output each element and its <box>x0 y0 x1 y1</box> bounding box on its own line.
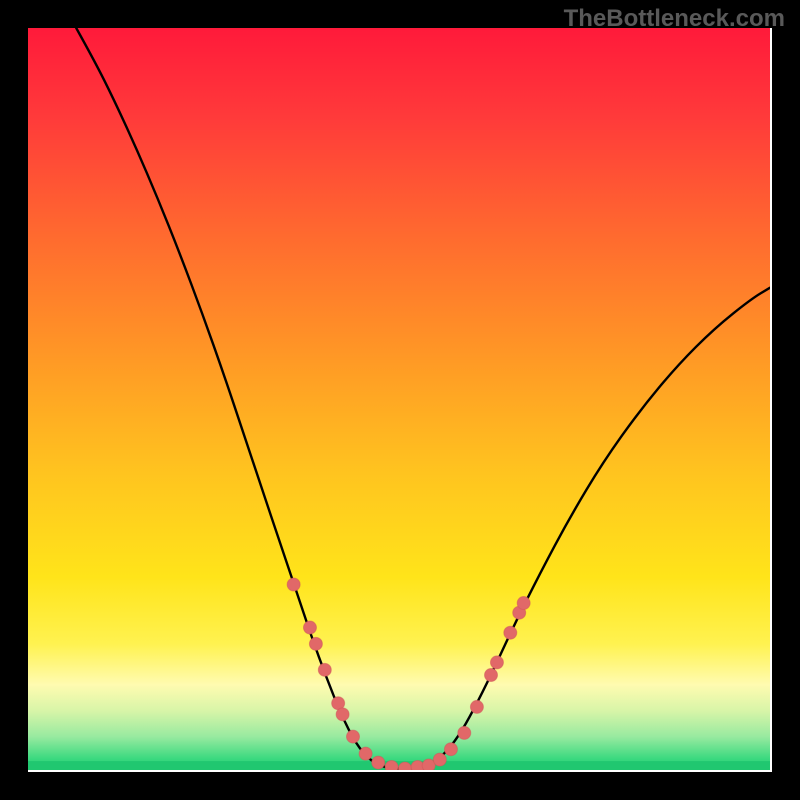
plot-area <box>28 28 770 770</box>
marker-dot <box>470 700 483 713</box>
marker-dot <box>359 747 372 760</box>
watermark-text: TheBottleneck.com <box>564 5 785 33</box>
gradient-background <box>28 28 770 770</box>
chart-svg <box>28 28 770 770</box>
marker-dot <box>517 597 530 610</box>
marker-dot <box>372 756 385 769</box>
marker-dot <box>433 753 446 766</box>
marker-dot <box>504 626 517 639</box>
marker-dot <box>385 761 398 770</box>
marker-dot <box>303 621 316 634</box>
marker-dot <box>336 708 349 721</box>
marker-dot <box>458 726 471 739</box>
marker-dot <box>485 669 498 682</box>
marker-dot <box>444 743 457 756</box>
marker-dot <box>346 730 359 743</box>
marker-dot <box>309 637 322 650</box>
marker-dot <box>490 656 503 669</box>
marker-dot <box>318 663 331 676</box>
marker-dot <box>398 762 411 770</box>
chart-container: TheBottleneck.com <box>0 0 800 800</box>
marker-dot <box>287 578 300 591</box>
